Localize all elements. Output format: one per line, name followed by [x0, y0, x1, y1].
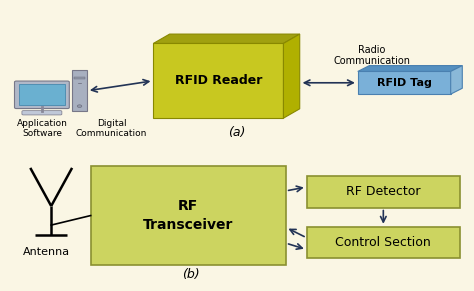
- Text: Antenna: Antenna: [23, 247, 70, 257]
- Text: RF Detector: RF Detector: [346, 185, 420, 198]
- FancyBboxPatch shape: [19, 84, 64, 105]
- Text: Control Section: Control Section: [336, 236, 431, 249]
- FancyBboxPatch shape: [154, 43, 283, 118]
- Polygon shape: [283, 34, 300, 118]
- Polygon shape: [358, 65, 462, 72]
- Circle shape: [77, 105, 82, 107]
- FancyBboxPatch shape: [15, 81, 69, 109]
- FancyBboxPatch shape: [307, 227, 460, 258]
- Text: Radio
Communication: Radio Communication: [333, 45, 410, 66]
- Text: RF
Transceiver: RF Transceiver: [143, 199, 233, 232]
- Text: (b): (b): [182, 268, 200, 281]
- Text: Application
Software: Application Software: [17, 120, 67, 138]
- FancyBboxPatch shape: [358, 72, 451, 94]
- FancyBboxPatch shape: [74, 77, 85, 79]
- FancyBboxPatch shape: [22, 111, 62, 115]
- Polygon shape: [451, 65, 462, 94]
- Text: RFID Tag: RFID Tag: [377, 78, 432, 88]
- Text: RFID Reader: RFID Reader: [175, 74, 262, 87]
- Text: Digital
Communication: Digital Communication: [76, 120, 147, 138]
- FancyBboxPatch shape: [307, 176, 460, 207]
- Polygon shape: [154, 34, 300, 43]
- FancyBboxPatch shape: [91, 166, 286, 265]
- FancyBboxPatch shape: [72, 70, 87, 111]
- Text: (a): (a): [228, 127, 246, 139]
